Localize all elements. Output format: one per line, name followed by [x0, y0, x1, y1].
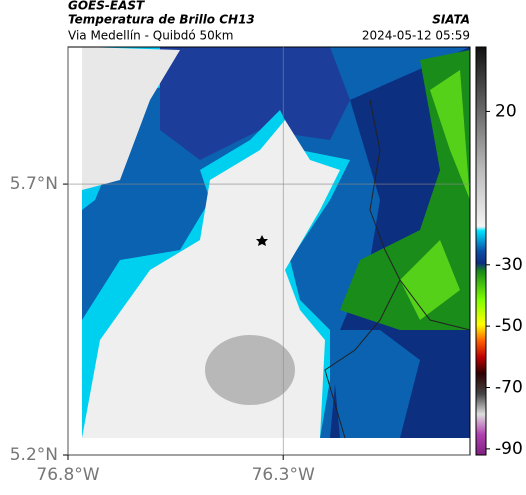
lat-label: 5.2°N: [10, 445, 58, 465]
satellite-image: [82, 47, 470, 438]
datetime: 2024-05-12 05:59: [362, 29, 470, 43]
org: SIATA: [432, 13, 470, 27]
colorbar-label: -30: [495, 255, 523, 275]
colorbar-label: -70: [495, 378, 523, 398]
colorbar-label: -50: [495, 316, 523, 336]
colorbar-label: -90: [495, 439, 523, 459]
lon-label: 76.3°W: [252, 465, 315, 485]
colorbar-label: 20: [495, 101, 517, 121]
axes: 5.7°N 5.2°N76.8°W 76.3°W 20 -30 -50 -70 -90: [10, 47, 523, 485]
border: [324, 99, 471, 439]
station-marker: [256, 235, 268, 246]
lat-label: 5.7°N: [10, 174, 58, 194]
source: GOES-EAST: [68, 0, 145, 13]
colorbar: [475, 46, 487, 456]
route: Via Medellín - Quibdó 50km: [68, 29, 233, 43]
lon-label: 76.8°W: [36, 465, 99, 485]
title: Temperatura de Brillo CH13: [68, 13, 255, 27]
